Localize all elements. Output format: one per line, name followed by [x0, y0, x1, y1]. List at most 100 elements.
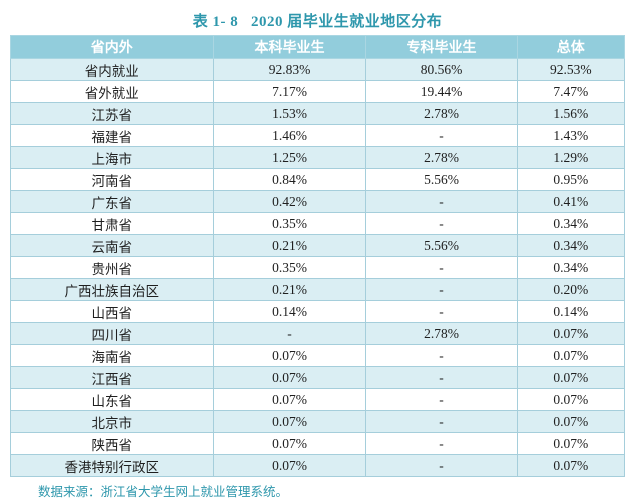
- value-cell: -: [365, 124, 518, 147]
- value-cell: 5.56%: [365, 234, 518, 257]
- region-cell: 陕西省: [10, 432, 214, 455]
- header-row: 省内外 本科毕业生 专科毕业生 总体: [10, 35, 626, 59]
- value-cell: 7.47%: [516, 80, 626, 103]
- value-cell: 19.44%: [365, 80, 518, 103]
- value-cell: 1.25%: [212, 146, 367, 169]
- table-row: 上海市 1.25% 2.78% 1.29%: [10, 146, 626, 169]
- table-row: 广东省 0.42% -0.41%: [10, 190, 626, 213]
- value-cell: 0.07%: [516, 322, 626, 345]
- value-cell: 92.83%: [212, 58, 367, 81]
- value-cell: 2.78%: [365, 102, 518, 125]
- region-cell: 省外就业: [10, 80, 214, 103]
- value-cell: 0.07%: [212, 366, 367, 389]
- value-cell: 7.17%: [212, 80, 367, 103]
- value-cell: -: [365, 300, 518, 323]
- table-row: 广西壮族自治区 0.21% -0.20%: [10, 278, 626, 301]
- value-cell: 0.95%: [516, 168, 626, 191]
- value-cell: 1.46%: [212, 124, 367, 147]
- region-cell: 甘肃省: [10, 212, 214, 235]
- region-cell: 福建省: [10, 124, 214, 147]
- value-cell: 0.07%: [212, 454, 367, 477]
- value-cell: 0.07%: [212, 410, 367, 433]
- value-cell: 0.21%: [212, 278, 367, 301]
- table-row: 山东省 0.07% -0.07%: [10, 388, 626, 411]
- table-body: 省内就业 92.83% 80.56% 92.53% 省外就业 7.17% 19.44% 7.4…: [10, 58, 626, 477]
- value-cell: 0.07%: [516, 432, 626, 455]
- region-cell: 江西省: [10, 366, 214, 389]
- value-cell: 0.21%: [212, 234, 367, 257]
- value-cell: 0.34%: [516, 234, 626, 257]
- value-cell: 1.53%: [212, 102, 367, 125]
- value-cell: 92.53%: [516, 58, 626, 81]
- table-row: 香港特别行政区 0.07% -0.07%: [10, 454, 626, 477]
- value-cell: 1.29%: [516, 146, 626, 169]
- value-cell: -: [365, 344, 518, 367]
- value-cell: -: [365, 278, 518, 301]
- value-cell: 0.20%: [516, 278, 626, 301]
- region-cell: 贵州省: [10, 256, 214, 279]
- table-row: 江西省 0.07% -0.07%: [10, 366, 626, 389]
- value-cell: 0.14%: [516, 300, 626, 323]
- region-cell: 四川省: [10, 322, 214, 345]
- value-cell: 5.56%: [365, 168, 518, 191]
- header-cell-undergraduate: 本科毕业生: [212, 35, 367, 59]
- table-row: 省外就业 7.17% 19.44% 7.47%: [10, 80, 626, 103]
- value-cell: 0.07%: [516, 388, 626, 411]
- table-row: 省内就业 92.83% 80.56% 92.53%: [10, 58, 626, 81]
- region-cell: 河南省: [10, 168, 214, 191]
- table-title: 表 1- 8 2020 届毕业生就业地区分布: [192, 14, 443, 30]
- value-cell: -: [365, 454, 518, 477]
- value-cell: 0.07%: [516, 366, 626, 389]
- table-row: 江苏省 1.53% 2.78% 1.56%: [10, 102, 626, 125]
- table-row: 福建省 1.46% -1.43%: [10, 124, 626, 147]
- region-cell: 香港特别行政区: [10, 454, 214, 477]
- table-row: 海南省 0.07% -0.07%: [10, 344, 626, 367]
- region-cell: 山东省: [10, 388, 214, 411]
- region-cell: 北京市: [10, 410, 214, 433]
- value-cell: 0.35%: [212, 256, 367, 279]
- region-cell: 海南省: [10, 344, 214, 367]
- value-cell: -: [365, 190, 518, 213]
- value-cell: -: [365, 366, 518, 389]
- header-cell-overall: 总体: [516, 35, 626, 59]
- region-cell: 江苏省: [10, 102, 214, 125]
- table-row: 四川省 -2.78% 0.07%: [10, 322, 626, 345]
- region-cell: 云南省: [10, 234, 214, 257]
- region-cell: 上海市: [10, 146, 214, 169]
- value-cell: -: [365, 256, 518, 279]
- value-cell: 2.78%: [365, 322, 518, 345]
- value-cell: -: [212, 322, 367, 345]
- header-cell-vocational: 专科毕业生: [365, 35, 518, 59]
- region-cell: 山西省: [10, 300, 214, 323]
- value-cell: -: [365, 388, 518, 411]
- value-cell: 1.56%: [516, 102, 626, 125]
- table-header: 省内外 本科毕业生 专科毕业生 总体: [10, 35, 626, 59]
- table-row: 甘肃省 0.35% -0.34%: [10, 212, 626, 235]
- table-row: 河南省 0.84% 5.56% 0.95%: [10, 168, 626, 191]
- value-cell: -: [365, 212, 518, 235]
- table-row: 贵州省 0.35% -0.34%: [10, 256, 626, 279]
- region-cell: 广东省: [10, 190, 214, 213]
- value-cell: 0.07%: [212, 432, 367, 455]
- value-cell: 0.84%: [212, 168, 367, 191]
- value-cell: 0.34%: [516, 256, 626, 279]
- header-cell-region: 省内外: [10, 35, 214, 59]
- region-cell: 省内就业: [10, 58, 214, 81]
- value-cell: 1.43%: [516, 124, 626, 147]
- value-cell: 0.34%: [516, 212, 626, 235]
- value-cell: 0.07%: [516, 344, 626, 367]
- value-cell: 0.14%: [212, 300, 367, 323]
- table-row: 陕西省 0.07% -0.07%: [10, 432, 626, 455]
- value-cell: -: [365, 432, 518, 455]
- value-cell: 0.07%: [516, 410, 626, 433]
- value-cell: 0.41%: [516, 190, 626, 213]
- table-row: 云南省 0.21% 5.56% 0.34%: [10, 234, 626, 257]
- value-cell: 0.35%: [212, 212, 367, 235]
- value-cell: -: [365, 410, 518, 433]
- value-cell: 0.07%: [212, 388, 367, 411]
- data-source-note: 数据来源：浙江省大学生网上就业管理系统。: [38, 485, 289, 499]
- table-row: 山西省 0.14% -0.14%: [10, 300, 626, 323]
- value-cell: 0.42%: [212, 190, 367, 213]
- value-cell: 0.07%: [516, 454, 626, 477]
